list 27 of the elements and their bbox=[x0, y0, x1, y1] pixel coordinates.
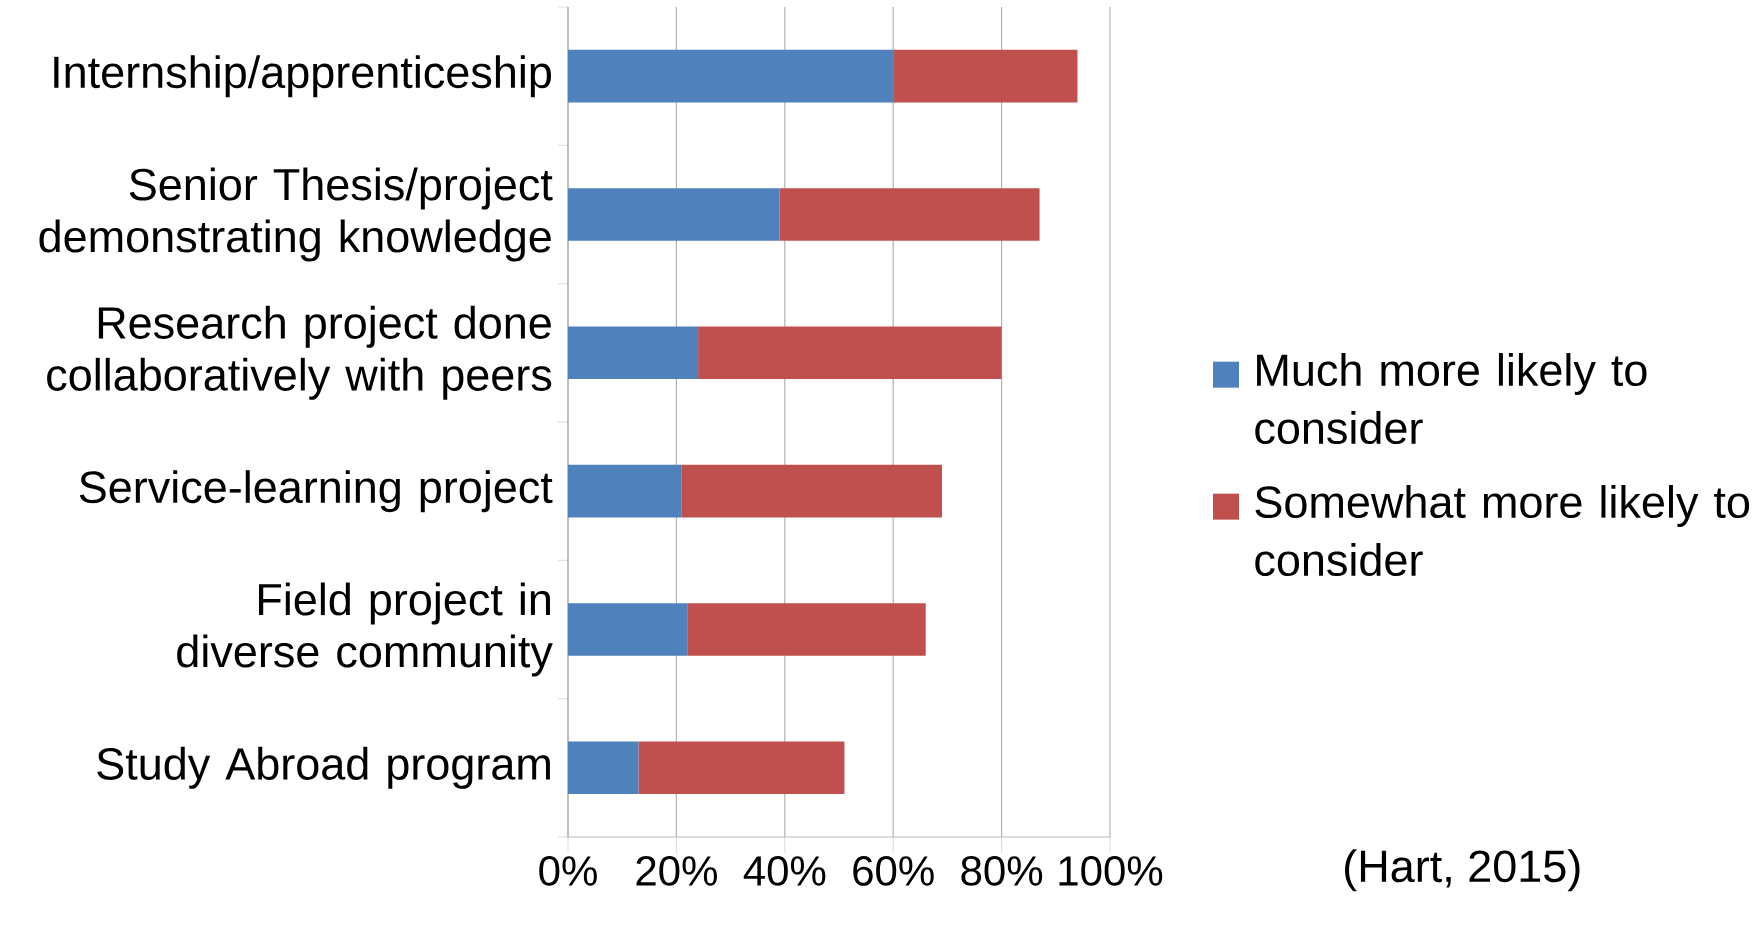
y-tick-label: Field project in diverse community bbox=[177, 582, 553, 677]
bar bbox=[698, 326, 1002, 380]
bar bbox=[681, 464, 942, 518]
bar bbox=[568, 326, 699, 380]
y-tick-label: Internship/apprenticeship bbox=[54, 55, 551, 98]
bar bbox=[893, 49, 1078, 103]
y-tick-label: Study Abroad program bbox=[97, 746, 550, 789]
y-tick-label: Service-learning project bbox=[79, 470, 553, 513]
x-tick-label: 60% bbox=[853, 856, 934, 886]
x-tick-label: 40% bbox=[743, 856, 826, 886]
text: (Hart, 2015) bbox=[1345, 849, 1580, 892]
x-tick-label: 20% bbox=[636, 856, 717, 886]
bar bbox=[568, 741, 639, 795]
legend-label: Much more likely to consider bbox=[1255, 353, 1647, 445]
bar bbox=[568, 188, 780, 241]
legend-label: Somewhat more likely to consider bbox=[1255, 485, 1750, 577]
x-tick-label: 80% bbox=[961, 856, 1043, 886]
bar bbox=[638, 741, 845, 795]
bar bbox=[687, 603, 926, 656]
bar bbox=[568, 49, 894, 103]
bar bbox=[568, 464, 682, 518]
bar bbox=[779, 188, 1040, 241]
x-tick-label: 100% bbox=[1059, 856, 1163, 886]
y-tick-label: Research project done collaboratively with peers bbox=[47, 305, 552, 400]
bar bbox=[568, 603, 688, 656]
y-tick-label: Senior Thesis/project demonstrating knowledge bbox=[39, 167, 553, 262]
x-tick-label: 0% bbox=[539, 856, 597, 886]
